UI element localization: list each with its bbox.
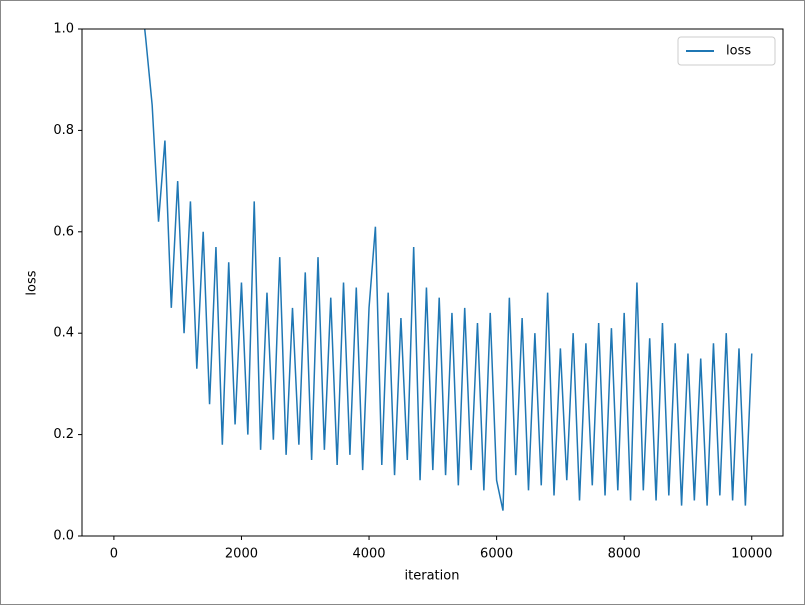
- legend-box: [677, 36, 776, 66]
- y-tick-label: 0.0: [53, 529, 74, 544]
- x-tick-label: 4000: [352, 547, 385, 562]
- y-tick-label: 1.0: [53, 22, 74, 37]
- x-tick-label: 0: [110, 547, 118, 562]
- y-tick-label: 0.2: [53, 427, 74, 442]
- x-axis-label: iteration: [405, 569, 460, 584]
- plot-area: [143, 29, 753, 511]
- y-tick-label: 0.4: [53, 326, 74, 341]
- legend-label: loss: [726, 44, 751, 59]
- x-tick-label: 6000: [480, 547, 513, 562]
- x-tick-label: 8000: [608, 547, 641, 562]
- axes-frame: [81, 28, 784, 537]
- y-tick-label: 0.6: [53, 224, 74, 239]
- y-tick-label: 0.8: [53, 123, 74, 138]
- x-tick-label: 2000: [225, 547, 258, 562]
- y-axis-label: loss: [25, 270, 40, 295]
- x-tick-label: 10000: [731, 547, 772, 562]
- loss-line: [143, 29, 753, 511]
